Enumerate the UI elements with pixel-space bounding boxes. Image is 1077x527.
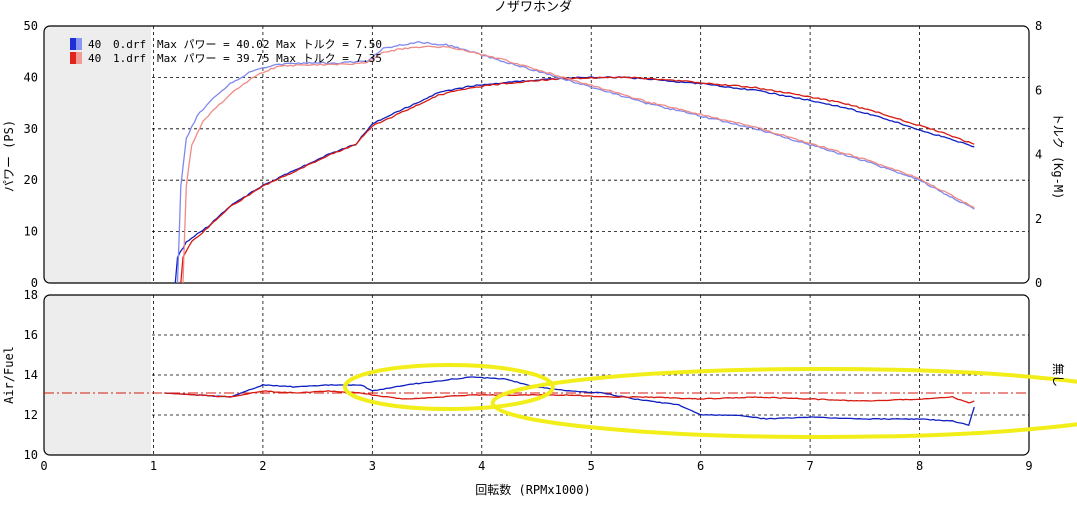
series-layer [44,40,1029,426]
air-fuel-y-tick-label: 12 [24,408,38,422]
legend-number-run0: 40 [88,38,101,51]
power-y-tick-label: 20 [24,173,38,187]
highlight-ellipse-2 [490,367,1077,439]
torque-y-tick-label: 4 [1035,148,1042,162]
torque-y-tick-label: 0 [1035,276,1042,290]
legend-swatch-run1-dark [70,52,76,64]
torque-y-tick-label: 8 [1035,19,1042,33]
power-y-tick-label: 50 [24,19,38,33]
legend-text-run1: Max パワー = 39.75 Max トルク = 7.35 [157,52,382,65]
legend-swatch-run0-light [76,38,82,50]
legend-number-run1: 40 [88,52,101,65]
power-y-tick-label: 10 [24,225,38,239]
x-tick-label: 8 [916,459,923,473]
series-line-10-0-drf-a-f [164,376,975,426]
bottom-panel-strip [44,295,151,455]
frame-layer [43,25,1030,456]
grid-layer [44,26,1029,455]
series-line-2-0-drf- [176,40,975,284]
legend-text-run0: Max パワー = 40.02 Max トルク = 7.50 [157,38,382,51]
highlight-ellipse-1 [342,363,555,411]
series-line-1-1-drf- [180,76,975,284]
x-tick-label: 7 [806,459,813,473]
chart-title: ノザワホンダ [494,0,572,15]
power-y-tick-label: 30 [24,122,38,136]
torque-y-axis-label: トルク (Kg-M) [1051,113,1065,200]
x-tick-label: 1 [150,459,157,473]
x-tick-label: 4 [478,459,485,473]
air-fuel-y-tick-label: 10 [24,448,38,462]
power-y-tick-label: 0 [31,276,38,290]
x-axis-label: 回転数 (RPMx1000) [475,482,590,497]
x-tick-label: 5 [588,459,595,473]
torque-y-tick-label: 2 [1035,212,1042,226]
series-line-3-1-drf- [182,45,975,284]
legend-entry-run1: 40 1.drf Max パワー = 39.75 Max トルク = 7.35 [70,52,382,65]
legend-file-run1: 1.drf [113,52,146,65]
top-panel-frame [43,25,1030,284]
air-fuel-y-axis-label: Air/Fuel [2,346,16,404]
top-panel-strip [44,26,151,283]
x-tick-label: 0 [40,459,47,473]
legend-entry-run0: 40 0.drf Max パワー = 40.02 Max トルク = 7.50 [70,38,382,51]
highlight-layer [342,363,1077,439]
power-y-axis-label: パワー (PS) [2,120,16,192]
legend-file-run0: 0.drf [113,38,146,51]
air-fuel-y-tick-label: 14 [24,368,38,382]
x-tick-label: 6 [697,459,704,473]
legend: 40 0.drf Max パワー = 40.02 Max トルク = 7.50 … [70,38,382,65]
torque-y-tick-label: 6 [1035,83,1042,97]
air-fuel-right-axis-label: 無し [1051,363,1066,387]
x-tick-label: 3 [369,459,376,473]
x-tick-label: 2 [259,459,266,473]
power-y-tick-label: 40 [24,70,38,84]
legend-swatch-run1-light [76,52,82,64]
legend-swatch-run0-dark [70,38,76,50]
air-fuel-y-tick-label: 18 [24,288,38,302]
x-tick-label: 9 [1025,459,1032,473]
series-line-11-1-drf-a-f [164,390,975,404]
air-fuel-y-tick-label: 16 [24,328,38,342]
